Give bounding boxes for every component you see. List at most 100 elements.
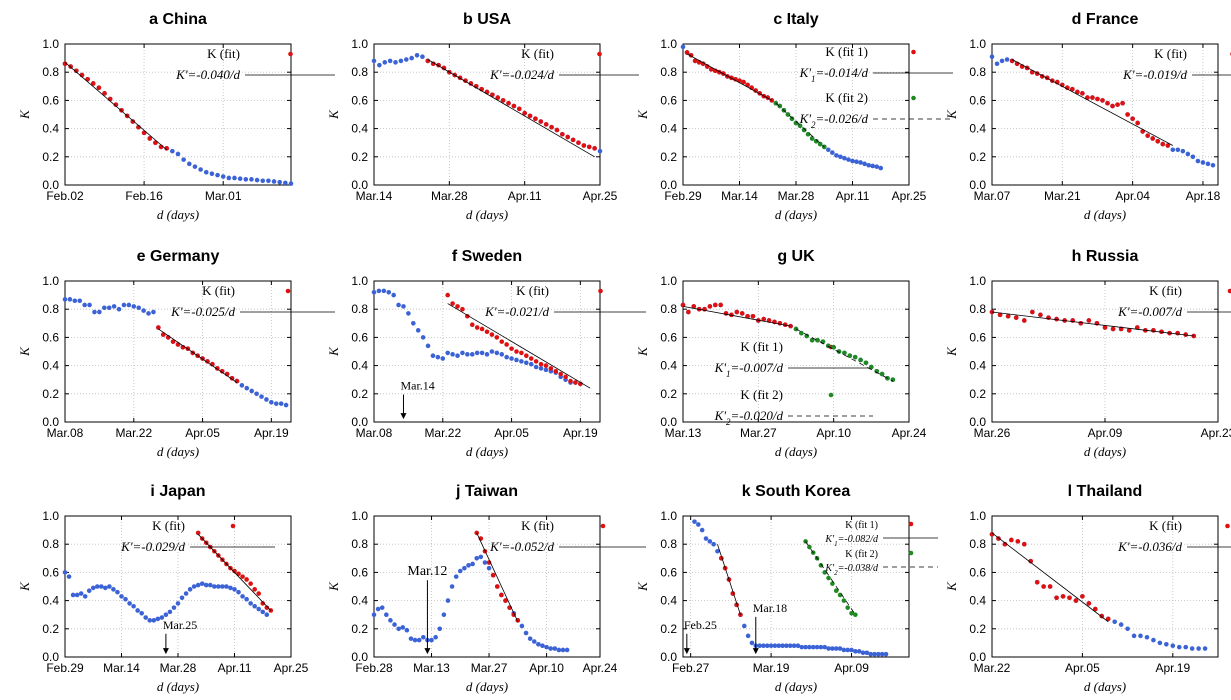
- observed-point: [994, 61, 1000, 67]
- observed-point: [141, 308, 146, 313]
- observed-point: [1138, 633, 1143, 639]
- panel-6: g UK 0.0 0.2 0.4 0.6 0.8 1.0 Mar.13 Mar.27 Apr.10…: [635, 248, 927, 459]
- y-axis-label: K: [944, 581, 959, 592]
- observed-point: [147, 618, 153, 623]
- legend-name: K (fit): [1149, 518, 1182, 533]
- fit-point: [1080, 91, 1085, 96]
- fit-line: [427, 59, 595, 158]
- observed-point: [175, 151, 181, 157]
- fit-point: [465, 313, 470, 319]
- observed-point: [199, 581, 205, 586]
- observed-point: [776, 643, 782, 649]
- y-tick-label: 0.0: [351, 650, 368, 664]
- observed-point: [232, 175, 237, 181]
- observed-point: [482, 560, 488, 565]
- observed-point: [220, 584, 225, 589]
- fit-point: [1080, 594, 1085, 599]
- fit-point: [240, 574, 245, 579]
- fit-line: [991, 311, 1194, 337]
- observed-point: [244, 385, 250, 391]
- observed-point: [283, 180, 288, 186]
- observed-point: [680, 44, 686, 50]
- fit-point: [570, 137, 576, 143]
- fit-point: [691, 304, 697, 309]
- fit-point: [1009, 58, 1015, 64]
- plot-frame: [373, 280, 601, 423]
- legend-marker: [828, 392, 834, 398]
- observed-point: [283, 402, 289, 408]
- y-tick-label: 0.4: [42, 359, 59, 373]
- fit-point: [229, 375, 235, 381]
- observed-point: [479, 350, 485, 356]
- fit-point: [1105, 616, 1111, 622]
- observed-point: [784, 643, 789, 649]
- observed-point: [795, 643, 801, 649]
- fit-point: [869, 364, 874, 370]
- observed-point: [1210, 162, 1216, 168]
- x-axis-label: d (days): [466, 207, 508, 222]
- fit-point: [842, 350, 847, 356]
- fit-line: [64, 62, 167, 151]
- observed-point: [692, 519, 697, 524]
- observed-point: [741, 623, 747, 629]
- observed-point: [66, 574, 72, 579]
- fit-point: [739, 311, 745, 316]
- observed-point: [82, 302, 87, 308]
- plot-frame: [64, 43, 292, 186]
- fit-point: [1086, 318, 1092, 323]
- observed-point: [707, 539, 713, 544]
- observed-point: [72, 298, 78, 304]
- observed-point: [533, 364, 539, 370]
- y-tick-label: 0.6: [351, 330, 368, 344]
- annotation-arrow-head: [424, 648, 431, 655]
- fit-point: [1100, 98, 1105, 103]
- fit-point: [558, 371, 563, 377]
- observed-point: [131, 304, 137, 309]
- legend-slope-label: K'=-0.007/d: [1117, 304, 1182, 319]
- y-tick-label: 1.0: [42, 274, 59, 288]
- fit-point: [527, 113, 533, 119]
- fit-point: [445, 292, 450, 298]
- y-tick-label: 0.6: [42, 93, 59, 107]
- fit-point: [807, 544, 812, 550]
- observed-point: [209, 171, 215, 177]
- y-tick-label: 0.6: [969, 330, 986, 344]
- y-tick-label: 0.6: [969, 565, 986, 579]
- observed-point: [127, 601, 132, 606]
- x-tick-label: Apr.10: [529, 661, 564, 675]
- observed-point: [1112, 619, 1117, 625]
- observed-point: [474, 556, 480, 561]
- panel-title: d France: [1072, 11, 1139, 28]
- fit-line: [717, 544, 741, 615]
- y-tick-label: 0.8: [351, 65, 368, 79]
- observed-point: [465, 352, 470, 357]
- observed-point: [288, 181, 294, 186]
- fit-point: [62, 61, 68, 67]
- legend-entry-0: K (fit) K'=-0.052/d: [489, 518, 646, 554]
- observed-point: [87, 302, 92, 308]
- y-tick-label: 0.0: [42, 415, 59, 429]
- observed-point: [462, 565, 467, 571]
- observed-point: [181, 157, 186, 162]
- observed-point: [814, 644, 820, 650]
- x-tick-label: Apr.24: [892, 426, 927, 440]
- x-tick-label: Apr.09: [834, 661, 869, 675]
- y-axis-label: K: [944, 346, 959, 357]
- observed-point: [1183, 644, 1189, 650]
- y-tick-label: 0.6: [42, 565, 59, 579]
- fit-point: [686, 309, 691, 315]
- fit-point: [511, 103, 517, 109]
- panel-title: a China: [149, 11, 207, 28]
- fit-line: [158, 328, 238, 383]
- x-axis-label: d (days): [1084, 679, 1126, 694]
- legend-slope-label: K'=-0.019/d: [1122, 67, 1187, 82]
- observed-point: [392, 622, 397, 627]
- observed-point: [460, 350, 465, 356]
- observed-point: [92, 309, 97, 315]
- observed-point: [384, 612, 389, 617]
- fit-point: [528, 356, 534, 361]
- fit-point: [692, 58, 698, 64]
- observed-point: [187, 587, 193, 592]
- observed-point: [240, 594, 245, 599]
- fit-point: [244, 577, 249, 582]
